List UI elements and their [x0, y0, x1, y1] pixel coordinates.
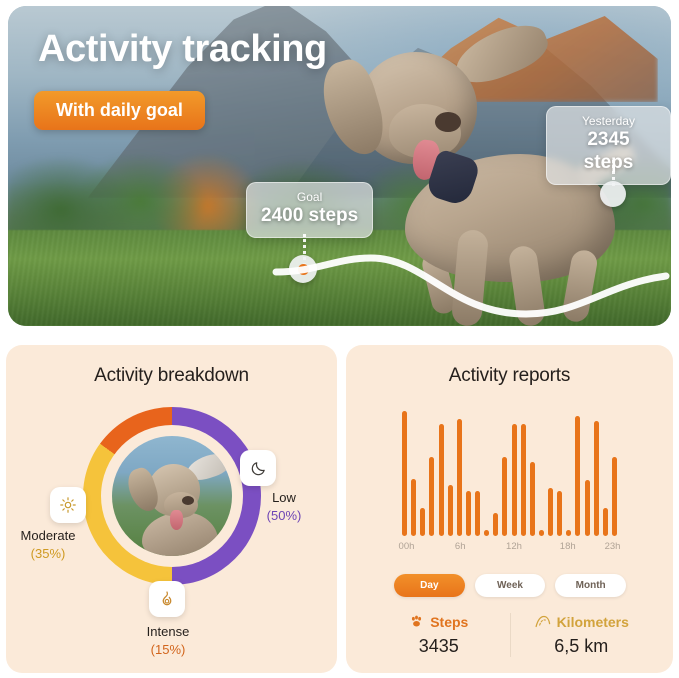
x-tick-00h: 00h [398, 541, 415, 552]
page-title: Activity tracking [38, 28, 327, 70]
legend-moderate-percent: (35%) [30, 545, 66, 561]
bar-12h [511, 423, 517, 536]
moon-icon [251, 461, 265, 475]
bar-07h [465, 491, 471, 536]
bar-chart-x-axis: 00h 6h 12h 18h 23h [398, 541, 621, 555]
breakdown-title: Activity breakdown [94, 365, 249, 386]
intense-activity-chip[interactable] [149, 581, 185, 617]
daily-goal-badge: With daily goal [34, 91, 205, 130]
bar-22h [602, 507, 608, 536]
bar-05h [447, 484, 453, 536]
bar-14h [529, 462, 535, 536]
range-toggle-month[interactable]: Month [555, 574, 627, 597]
moderate-activity-chip[interactable] [50, 487, 86, 523]
goal-connector-dots [303, 234, 306, 266]
x-tick-23h: 23h [604, 541, 621, 552]
activity-reports-card: Activity reports 00h 6h 12h 18h 23h Day Week M… [346, 345, 673, 673]
bar-19h [575, 416, 581, 536]
goal-callout-label: Goal [296, 190, 323, 204]
legend-moderate: Moderate (35%) [2, 527, 94, 562]
bar-20h [584, 479, 590, 536]
range-toggle-week[interactable]: Week [474, 574, 546, 597]
legend-moderate-label: Moderate [20, 528, 76, 543]
sun-icon [60, 497, 76, 513]
low-activity-chip[interactable] [240, 450, 276, 486]
x-tick-18h: 18h [559, 541, 576, 552]
x-tick-12h: 12h [506, 541, 522, 552]
yesterday-connector-dots [612, 160, 615, 186]
bar-18h [566, 529, 572, 536]
yesterday-track-node [600, 181, 626, 207]
bar-04h [438, 423, 444, 536]
legend-low-percent: (50%) [266, 507, 302, 523]
activity-donut-chart[interactable] [82, 407, 261, 585]
dog-thumbnail [123, 449, 232, 556]
bar-00h [402, 411, 407, 536]
goal-track-node [289, 255, 317, 283]
yesterday-callout-label: Yesterday [582, 114, 635, 128]
bar-08h [475, 491, 480, 536]
bar-11h [502, 456, 508, 536]
summary-stats: Steps 3435 Kilometers 6,5 km [368, 613, 652, 657]
bar-03h [429, 456, 435, 536]
legend-intense: Intense (15%) [116, 623, 220, 658]
bar-13h [520, 423, 526, 536]
hourly-activity-bar-chart[interactable] [402, 411, 617, 536]
bar-21h [593, 421, 599, 536]
bar-09h [484, 529, 490, 536]
bar-02h [420, 507, 426, 536]
legend-intense-percent: (15%) [150, 641, 186, 657]
flame-icon [162, 591, 172, 606]
legend-low: Low (50%) [248, 489, 320, 524]
legend-low-label: Low [272, 490, 296, 505]
reports-title: Activity reports [448, 365, 571, 386]
kilometers-label: Kilometers [556, 613, 629, 630]
bar-23h [611, 456, 617, 536]
dog-nose [435, 112, 461, 132]
bar-01h [411, 478, 417, 536]
donut-center-photo [111, 436, 232, 556]
range-toggle-day[interactable]: Day [394, 574, 465, 597]
yesterday-callout-value: 2345 steps [583, 129, 634, 173]
steps-stat: Steps 3435 [368, 614, 510, 657]
legend-intense-label: Intense [146, 624, 190, 639]
yesterday-callout: Yesterday 2345 steps [546, 106, 671, 185]
road-icon [535, 615, 550, 628]
goal-callout: Goal 2400 steps [246, 182, 374, 238]
hero-banner: Activity tracking With daily goal Goal 2… [8, 6, 671, 326]
bar-10h [493, 513, 499, 536]
steps-label: Steps [430, 613, 469, 630]
goal-callout-value: 2400 steps [261, 205, 359, 227]
x-tick-6h: 6h [454, 541, 466, 552]
bar-17h [557, 491, 563, 536]
bar-16h [548, 487, 553, 536]
stats-divider [509, 613, 511, 657]
steps-value: 3435 [418, 635, 459, 656]
bar-06h [456, 418, 462, 536]
bar-15h [538, 529, 544, 536]
paw-icon [412, 615, 422, 627]
kilometers-value: 6,5 km [554, 635, 609, 656]
kilometers-stat: Kilometers 6,5 km [511, 614, 653, 657]
range-toggle-group[interactable]: Day Week Month [394, 574, 627, 597]
